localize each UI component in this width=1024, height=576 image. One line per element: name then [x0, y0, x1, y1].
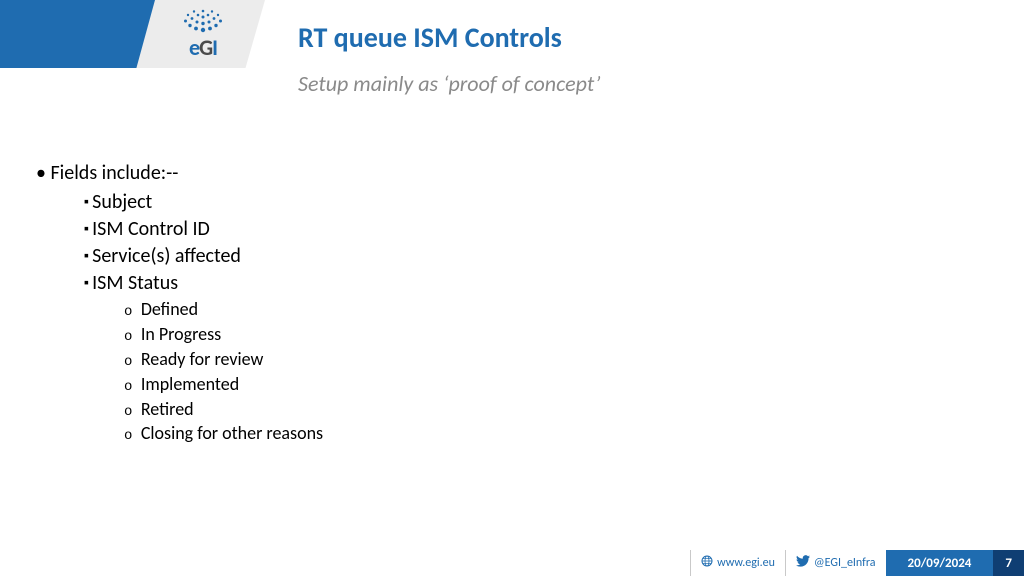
footer-page-number: 7 [993, 550, 1024, 576]
footer-website: www.egi.eu [690, 550, 785, 576]
slide-title: RT queue ISM Controls [298, 20, 562, 55]
field-item: Service(s) affected [84, 243, 988, 270]
slide-subtitle: Setup mainly as ‘proof of concept’ [298, 70, 600, 97]
footer: www.egi.eu @EGI_eInfra 20/09/2024 7 [0, 550, 1024, 576]
twitter-icon [796, 555, 810, 571]
field-item: Subject [84, 189, 988, 216]
logo: eGI [168, 6, 238, 61]
field-item: ISM Control ID [84, 216, 988, 243]
field-sub-item: Retired [124, 397, 988, 422]
content-heading: Fields include:-- [36, 160, 988, 187]
logo-text: eGI [168, 34, 238, 61]
field-sub-item: Ready for review [124, 347, 988, 372]
field-sub-item: In Progress [124, 322, 988, 347]
footer-spacer [0, 550, 690, 576]
footer-website-text: www.egi.eu [717, 556, 775, 570]
footer-twitter: @EGI_eInfra [785, 550, 886, 576]
field-sub-item: Implemented [124, 372, 988, 397]
globe-icon [701, 555, 713, 571]
footer-date: 20/09/2024 [886, 550, 994, 576]
footer-twitter-handle: @EGI_eInfra [814, 556, 876, 570]
slide-content: Fields include:-- SubjectISM Control IDS… [36, 160, 988, 446]
field-sub-item: Closing for other reasons [124, 421, 988, 446]
field-sub-item: Defined [124, 297, 988, 322]
logo-dots-icon [168, 6, 238, 34]
header-blue-wedge [0, 0, 155, 68]
field-item: ISM Status [84, 270, 988, 297]
